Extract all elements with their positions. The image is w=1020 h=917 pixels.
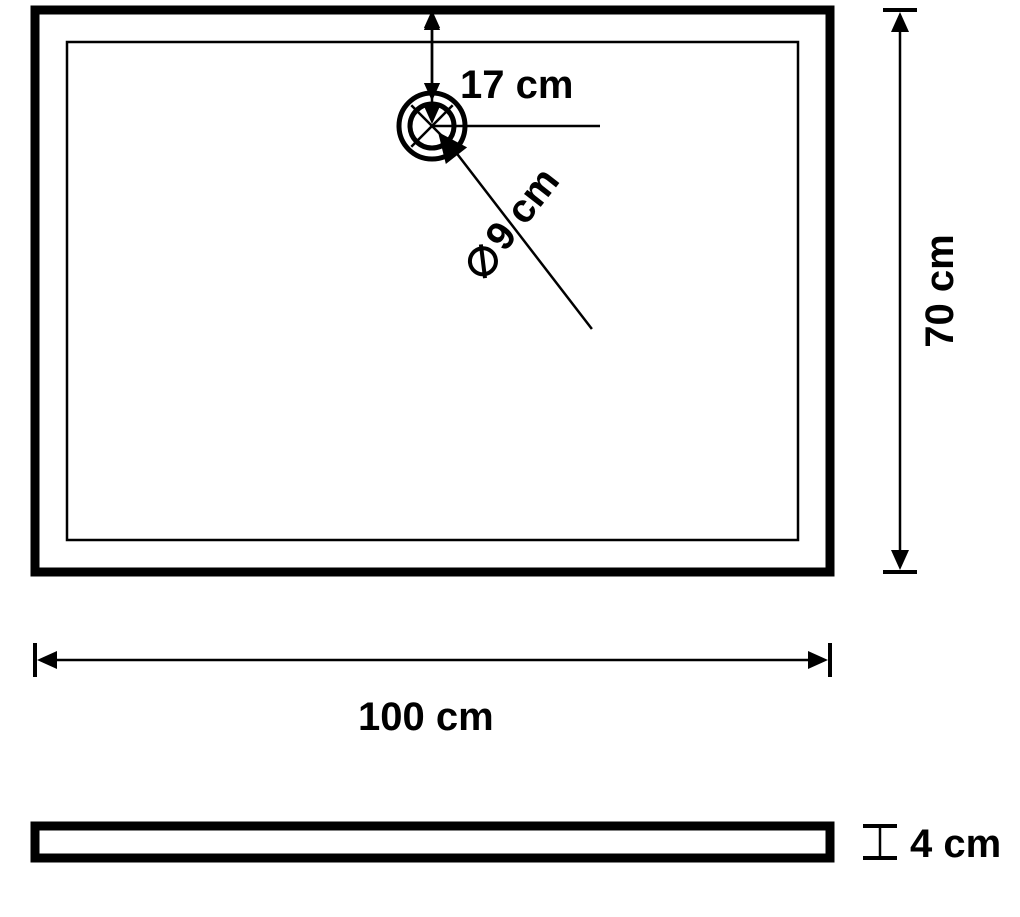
diagram-stage: 17 cm 9 cm 100 cm 70 cm 4 cm bbox=[0, 0, 1020, 917]
tray-side-rect bbox=[35, 826, 830, 858]
label-17cm: 17 cm bbox=[460, 63, 573, 107]
label-100cm: 100 cm bbox=[358, 695, 494, 739]
diagram-svg: 17 cm 9 cm 100 cm 70 cm 4 cm bbox=[0, 0, 1020, 917]
label-70cm: 70 cm bbox=[918, 234, 962, 347]
label-4cm: 4 cm bbox=[910, 822, 1001, 866]
label-9cm: 9 cm bbox=[477, 160, 568, 259]
diameter-label-group: 9 cm bbox=[457, 160, 568, 285]
